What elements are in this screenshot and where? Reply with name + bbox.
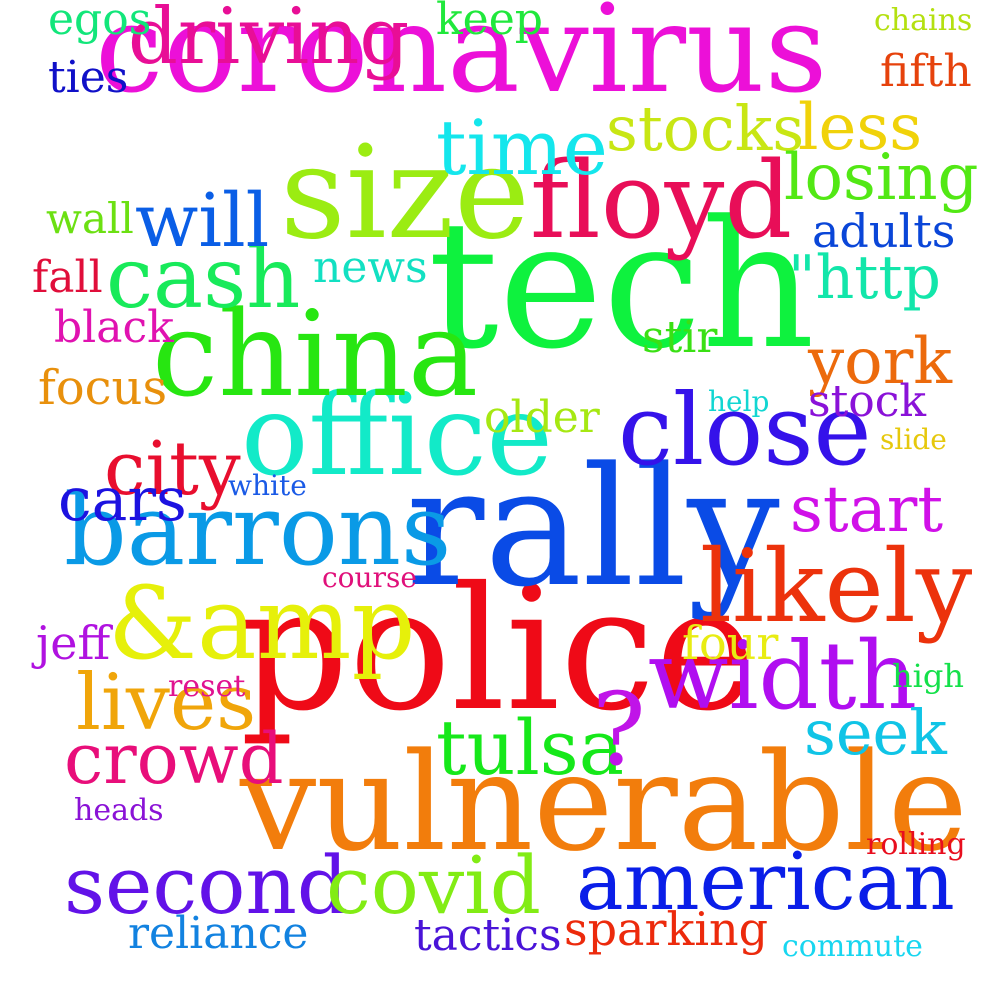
word-adults: adults	[812, 204, 956, 258]
word-reset: reset	[168, 669, 246, 704]
word-rolling: rolling	[866, 827, 966, 862]
word-amp: &amp	[108, 565, 416, 682]
word-covid: covid	[326, 839, 541, 932]
word-coronavirus: coronavirus	[95, 0, 828, 120]
word-office: office	[241, 371, 553, 501]
word-american: american	[576, 835, 955, 928]
word-ties: ties	[48, 52, 129, 103]
word-seek: seek	[804, 696, 947, 769]
word-high: high	[892, 657, 964, 695]
word-time: time	[436, 103, 608, 192]
word-news: news	[313, 242, 428, 293]
word-focus: focus	[38, 360, 168, 416]
word-vulnerable: vulnerable	[240, 724, 968, 881]
word-china: china	[152, 285, 479, 423]
word-stocks: stocks	[606, 92, 805, 165]
word-size: size	[280, 119, 530, 268]
word-close: close	[618, 374, 872, 488]
word-keep: keep	[436, 0, 543, 45]
word-tulsa: tulsa	[436, 703, 625, 792]
word-less: less	[798, 91, 923, 165]
word-york: york	[808, 325, 953, 399]
word-city: city	[104, 426, 241, 512]
word-chains: chains	[874, 3, 973, 38]
word-cars: cars	[58, 465, 187, 535]
word-wall: wall	[46, 194, 134, 243]
word-barrons: barrons	[64, 474, 452, 588]
word-sparking: sparking	[564, 902, 769, 956]
word-fifth: fifth	[880, 46, 972, 97]
word-http: "http	[788, 243, 941, 313]
word-cash: cash	[106, 229, 301, 327]
word-stock: stock	[808, 376, 927, 427]
word-slide: slide	[880, 423, 947, 456]
word-white: white	[228, 469, 307, 502]
word-older: older	[484, 392, 600, 443]
word-rally: rally	[406, 432, 780, 623]
word-tactics: tactics	[414, 910, 562, 961]
word-will: will	[135, 178, 270, 264]
word-crowd: crowd	[64, 718, 284, 800]
word-reliance: reliance	[128, 908, 309, 959]
word-start: start	[790, 473, 944, 547]
word-likely: likely	[700, 528, 973, 645]
word-width: width	[648, 622, 918, 731]
word-course: course	[322, 561, 417, 594]
word-help: help	[708, 385, 770, 418]
word-losing: losing	[784, 141, 979, 215]
word-police: police	[240, 551, 756, 749]
word-fall: fall	[32, 252, 103, 303]
word-egos: egos	[48, 0, 152, 45]
word-driving: driving	[128, 0, 410, 82]
word-commute: commute	[782, 929, 923, 964]
word-lives: lives	[76, 658, 257, 748]
word-four: four	[682, 616, 779, 670]
word-second: second	[64, 839, 349, 932]
word-tech: tech	[428, 183, 815, 388]
word-floyd: floyd	[530, 139, 793, 262]
word-black: black	[54, 302, 174, 353]
word-question: ?	[592, 671, 646, 788]
word-jeff: jeff	[36, 616, 111, 670]
word-heads: heads	[74, 793, 164, 828]
word-stir: stir	[642, 312, 718, 363]
